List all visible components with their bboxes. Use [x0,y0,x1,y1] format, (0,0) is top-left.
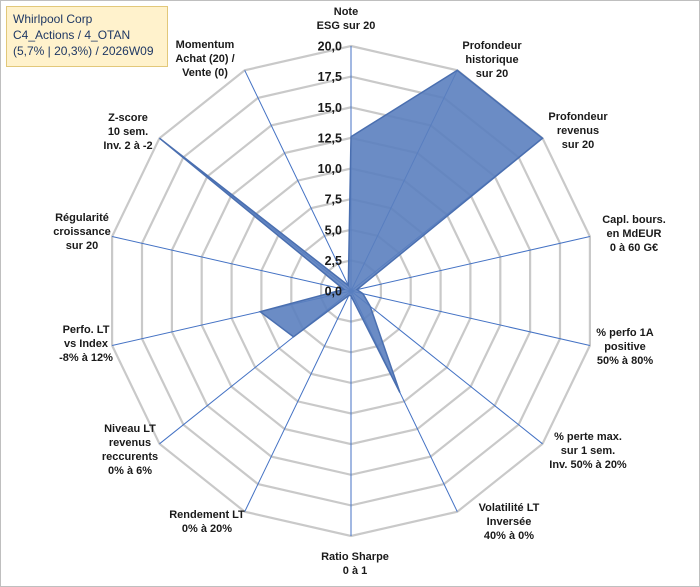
axis-label: Volatilité LT Inversée 40% à 0% [479,502,540,542]
company-name: Whirlpool Corp [13,12,93,26]
axis-label: Profondeur revenus sur 20 [548,111,608,151]
radial-tick-label: 2,5 [325,254,342,268]
axis-labels: Note ESG sur 20 Profondeur historique sur 20… [53,6,666,577]
radial-tick-labels: 0,0 2,5 5,0 7,5 10,0 12,5 15,0 17,5 20,0 [318,40,342,299]
axis-spoke [350,290,543,445]
radial-tick-label: 17,5 [318,70,342,84]
performance-period: (5,7% | 20,3%) / 2026W09 [13,44,154,58]
series-area [159,69,544,393]
axis-spoke [244,290,352,512]
radial-tick-label: 20,0 [318,40,342,54]
axis-spoke [111,236,352,292]
axis-label: Ratio Sharpe 0 à 1 [321,551,389,577]
axis-label: Niveau LT revenus reccurents 0% à 6% [102,423,158,477]
radial-tick-label: 15,0 [318,101,342,115]
axis-spoke [350,236,591,292]
portfolio-category: C4_Actions / 4_OTAN [13,28,131,42]
axis-label: Rendement LT 0% à 20% [169,509,245,535]
axis-label: Perfo. LT vs Index -8% à 12% [59,324,113,364]
radial-tick-label: 12,5 [318,131,342,145]
radial-tick-label: 0,0 [325,285,342,299]
stock-info-box: Whirlpool Corp C4_Actions / 4_OTAN (5,7%… [6,6,168,67]
radial-tick-label: 10,0 [318,162,342,176]
axis-label: Momentum Achat (20) / Vente (0) [175,39,234,79]
axis-label: Capl. bours. en MdEUR 0 à 60 G€ [602,214,666,254]
axis-label: Note ESG sur 20 [317,6,376,32]
axis-label: % perte max. sur 1 sem. Inv. 50% à 20% [549,431,627,471]
radial-tick-label: 5,0 [325,223,342,237]
axis-label: Profondeur historique sur 20 [462,40,522,80]
axis-spoke [244,70,352,292]
axis-spoke [350,290,591,346]
axis-label: Z-score 10 sem. Inv. 2 à -2 [103,112,152,152]
radial-tick-label: 7,5 [325,193,342,207]
axis-label: % perfo 1A positive 50% à 80% [596,327,654,367]
radar-series [159,69,544,393]
axis-label: Régularité croissance sur 20 [53,212,110,252]
